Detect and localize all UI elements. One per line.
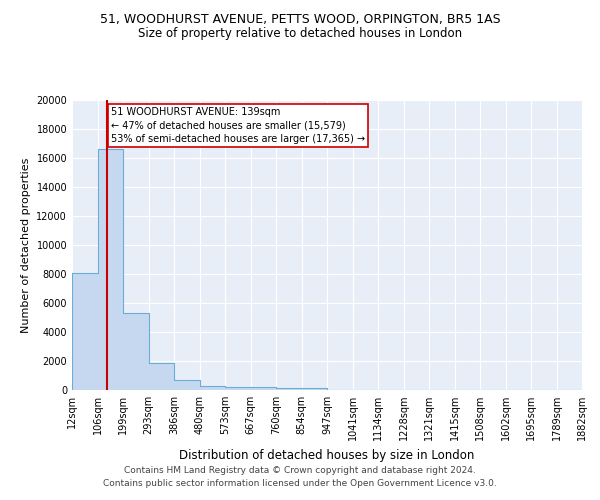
Text: Size of property relative to detached houses in London: Size of property relative to detached ho… (138, 28, 462, 40)
Text: 51, WOODHURST AVENUE, PETTS WOOD, ORPINGTON, BR5 1AS: 51, WOODHURST AVENUE, PETTS WOOD, ORPING… (100, 12, 500, 26)
Text: 51 WOODHURST AVENUE: 139sqm
← 47% of detached houses are smaller (15,579)
53% of: 51 WOODHURST AVENUE: 139sqm ← 47% of det… (111, 108, 365, 144)
Y-axis label: Number of detached properties: Number of detached properties (21, 158, 31, 332)
Text: Contains HM Land Registry data © Crown copyright and database right 2024.
Contai: Contains HM Land Registry data © Crown c… (103, 466, 497, 487)
X-axis label: Distribution of detached houses by size in London: Distribution of detached houses by size … (179, 448, 475, 462)
